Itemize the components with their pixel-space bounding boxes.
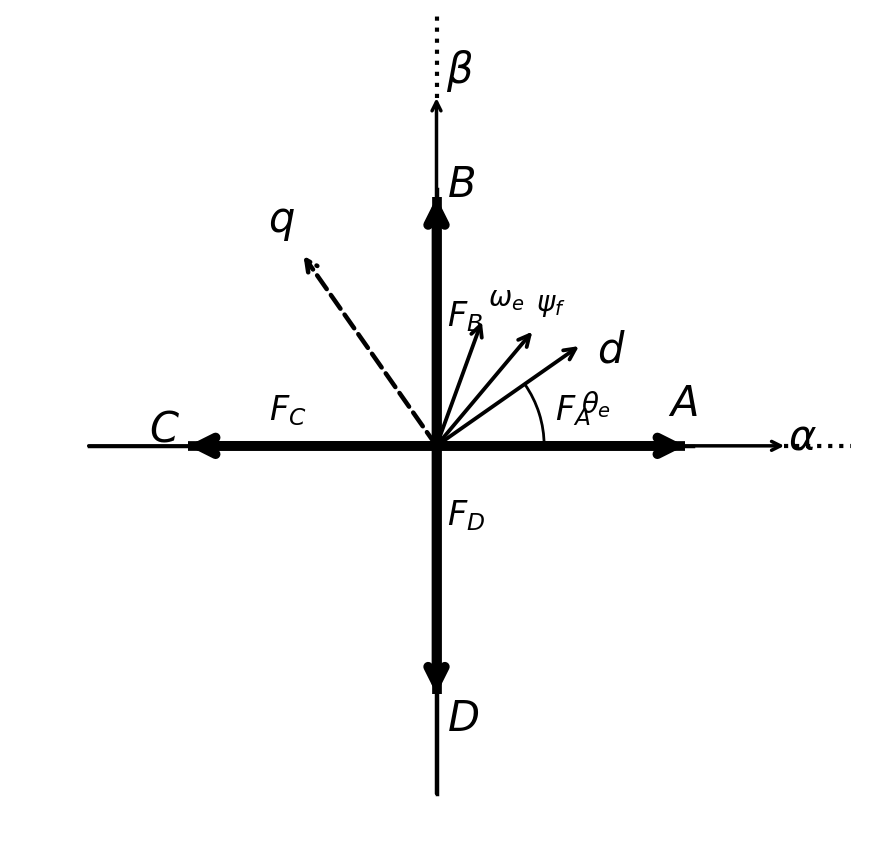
Text: $\beta$: $\beta$ [446, 48, 474, 94]
Text: $\omega_e$: $\omega_e$ [488, 286, 524, 313]
Text: $q$: $q$ [268, 201, 295, 243]
Text: $B$: $B$ [447, 163, 475, 205]
Text: $D$: $D$ [447, 698, 479, 740]
Text: $\alpha$: $\alpha$ [788, 417, 817, 459]
Text: $F_C$: $F_C$ [269, 393, 306, 428]
Text: $\psi_f$: $\psi_f$ [536, 292, 566, 319]
Text: $A$: $A$ [669, 383, 698, 425]
Text: $d$: $d$ [597, 329, 626, 371]
Text: $F_D$: $F_D$ [447, 498, 485, 533]
Text: $F_B$: $F_B$ [447, 299, 483, 334]
Text: $C$: $C$ [149, 408, 180, 450]
Text: $\theta_e$: $\theta_e$ [581, 389, 611, 419]
Text: $F_A$: $F_A$ [555, 393, 591, 428]
